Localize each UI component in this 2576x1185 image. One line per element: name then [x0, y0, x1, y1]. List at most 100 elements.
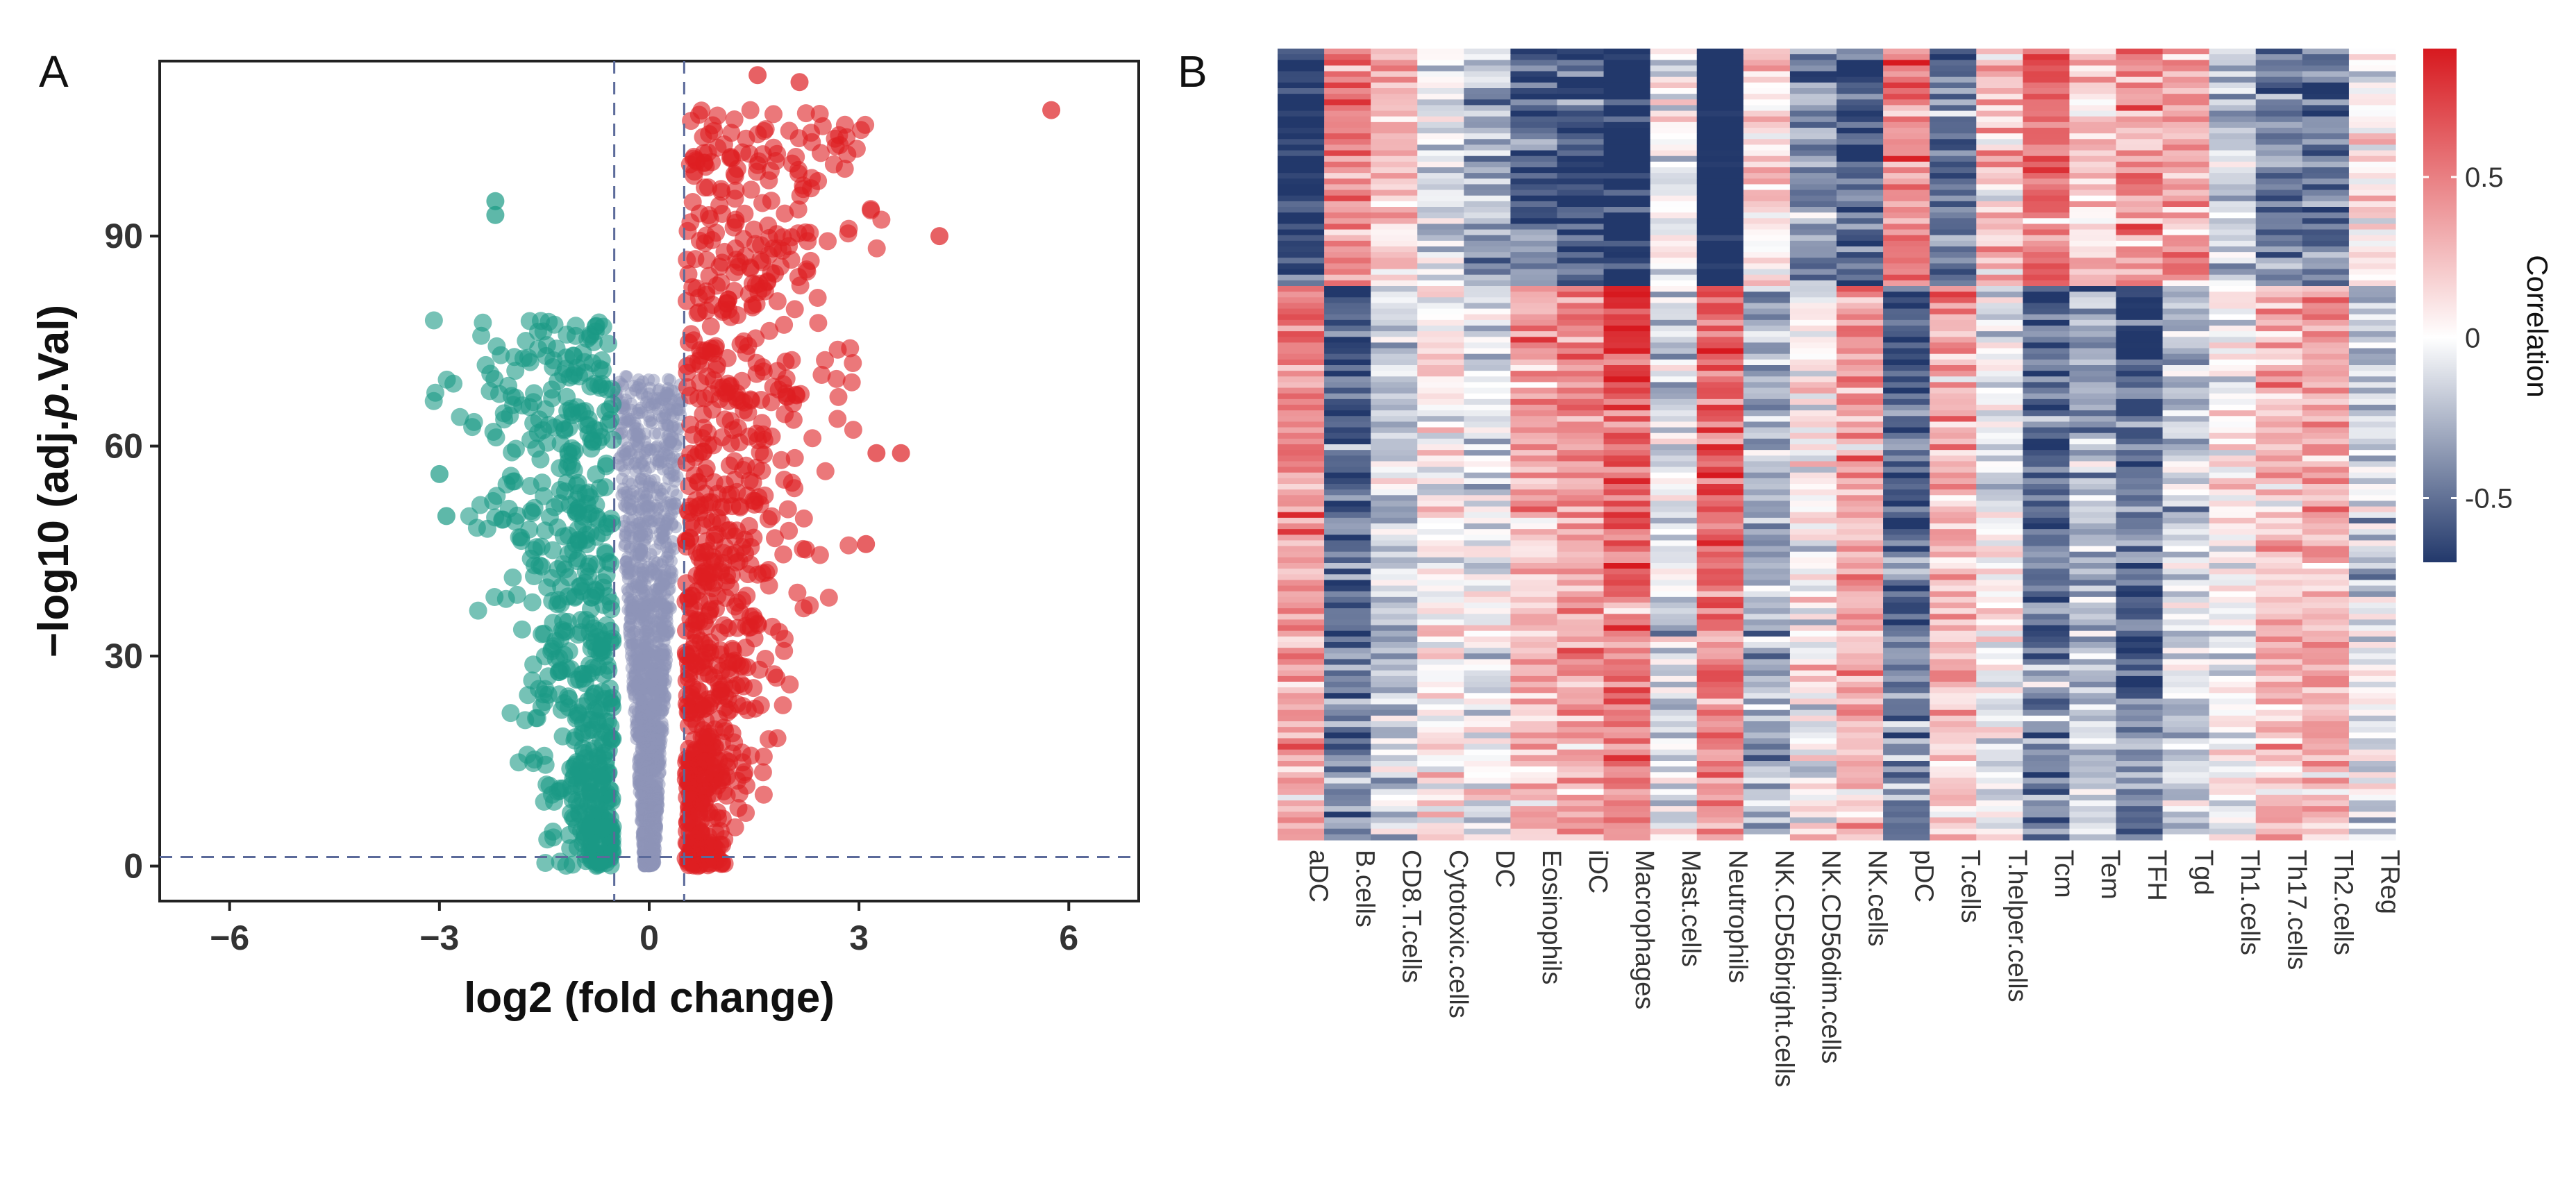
heatmap-cell	[1510, 150, 1558, 157]
point-up	[755, 445, 773, 464]
point-up	[690, 591, 709, 610]
point-up	[838, 145, 857, 164]
heatmap-cell	[2209, 353, 2257, 360]
heatmap-cell	[1557, 540, 1605, 547]
heatmap-cell	[2116, 258, 2164, 264]
heatmap-cell	[1324, 342, 1371, 349]
heatmap-cell	[2069, 512, 2117, 519]
heatmap-cell	[1837, 195, 1884, 202]
point-up	[809, 314, 828, 333]
heatmap-cell	[2255, 280, 2303, 287]
heatmap-cell	[2302, 246, 2350, 253]
heatmap-cell	[2116, 105, 2164, 112]
heatmap-cell	[2302, 195, 2350, 202]
heatmap-cell	[1464, 342, 1512, 349]
heatmap-cell	[2302, 303, 2350, 310]
point-down	[465, 412, 483, 431]
heatmap-cell	[1278, 116, 1325, 123]
heatmap-cell	[1696, 94, 1744, 100]
heatmap-cell	[2069, 455, 2117, 462]
heatmap-cell	[1278, 212, 1325, 219]
heatmap-cell	[2023, 105, 2071, 112]
heatmap-cell	[2209, 450, 2257, 456]
heatmap-cell	[1510, 274, 1558, 281]
point-not-significant	[637, 566, 650, 580]
heatmap-cell	[1417, 263, 1464, 270]
heatmap-cell	[2162, 546, 2210, 553]
point-up	[794, 509, 813, 528]
heatmap-cell	[1743, 382, 1791, 389]
heatmap-cell	[1371, 421, 1418, 428]
heatmap-cell	[1278, 421, 1325, 428]
point-down	[573, 582, 592, 600]
heatmap-cell	[2162, 161, 2210, 168]
heatmap-cell	[1883, 212, 1930, 219]
heatmap-cell	[1696, 501, 1744, 507]
heatmap-cell	[1557, 190, 1605, 196]
point-down	[451, 407, 469, 426]
heatmap-cell	[2069, 410, 2117, 417]
heatmap-cell	[1743, 297, 1791, 304]
heatmap-cell	[1324, 353, 1371, 360]
heatmap-cell	[1976, 195, 2023, 202]
heatmap-cell	[2255, 427, 2303, 434]
point-down	[503, 568, 522, 587]
heatmap-cell	[1510, 489, 1558, 496]
x-tick-label: −3	[419, 918, 459, 957]
heatmap-cell	[1557, 376, 1605, 383]
heatmap-cell	[2209, 376, 2257, 383]
heatmap-cell	[1464, 212, 1512, 219]
heatmap-cell	[1324, 444, 1371, 451]
heatmap-cell	[1324, 269, 1371, 276]
point-down	[599, 661, 618, 680]
heatmap-cell	[1603, 331, 1651, 337]
point-not-significant	[652, 427, 665, 440]
heatmap-cell	[1557, 139, 1605, 146]
heatmap-cell	[1557, 133, 1605, 140]
point-not-significant	[652, 792, 664, 805]
heatmap-cell	[2023, 512, 2071, 519]
heatmap-cell	[2209, 337, 2257, 344]
heatmap-cell	[1976, 167, 2023, 174]
heatmap-cell	[2023, 71, 2071, 78]
point-up	[780, 121, 798, 140]
heatmap-cell	[1837, 297, 1884, 304]
heatmap-cell	[1883, 529, 1930, 535]
heatmap-cell	[1883, 450, 1930, 456]
heatmap-cell	[1650, 252, 1698, 258]
heatmap-cell	[1417, 348, 1464, 355]
heatmap-cell	[2069, 235, 2117, 242]
heatmap-cell	[2209, 82, 2257, 89]
heatmap-cell	[2069, 60, 2117, 67]
heatmap-cell	[1930, 105, 1977, 112]
heatmap-cell	[1650, 376, 1698, 383]
heatmap-cell	[1324, 274, 1371, 281]
point-not-significant	[655, 608, 668, 621]
heatmap-cell	[2162, 65, 2210, 72]
heatmap-cell	[2255, 105, 2303, 112]
heatmap-cell	[2069, 133, 2117, 140]
heatmap-cell	[1650, 353, 1698, 360]
heatmap-cell	[1371, 398, 1418, 405]
point-up	[824, 155, 843, 174]
heatmap-cell	[1603, 506, 1651, 513]
heatmap-cell	[1417, 252, 1464, 258]
point-down	[574, 664, 593, 683]
heatmap-cell	[2023, 314, 2071, 321]
heatmap-cell	[2069, 489, 2117, 496]
point-up	[718, 757, 737, 776]
heatmap-cell	[2302, 88, 2350, 94]
heatmap-cell	[1883, 49, 1930, 55]
heatmap-cell	[1743, 551, 1791, 558]
heatmap-cell	[1557, 240, 1605, 247]
heatmap-cell	[1976, 432, 2023, 439]
heatmap-cell	[1650, 472, 1698, 479]
heatmap-cell	[1603, 517, 1651, 524]
heatmap-cell	[1883, 365, 1930, 371]
heatmap-cell	[2255, 353, 2303, 360]
heatmap-cell	[2302, 258, 2350, 264]
heatmap-cell	[2116, 99, 2164, 106]
heatmap-cell	[1557, 314, 1605, 321]
heatmap-cell	[1696, 444, 1744, 451]
